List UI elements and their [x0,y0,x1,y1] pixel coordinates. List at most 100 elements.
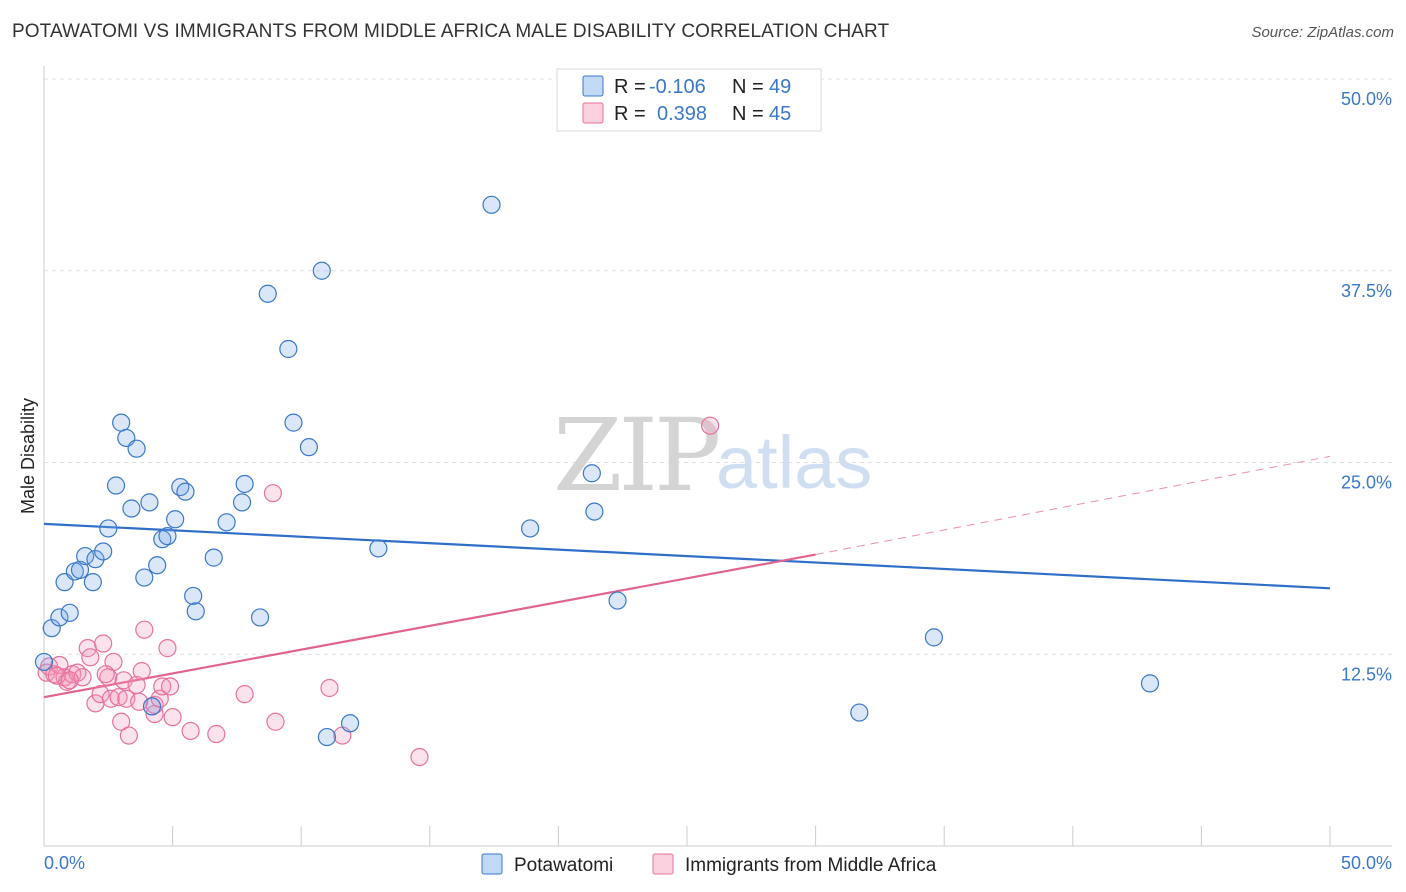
point-middle-africa [101,689,120,708]
source-label: Source: ZipAtlas.com [1251,24,1394,41]
point-potawatomi [112,413,131,432]
legend-r-label-blue: R = [614,76,646,98]
point-potawatomi [122,499,141,518]
point-middle-africa [163,708,182,727]
point-potawatomi [140,493,159,512]
point-middle-africa [119,726,138,745]
point-potawatomi [369,539,388,558]
point-middle-africa [81,648,100,667]
watermark-atlas: atlas [716,421,872,504]
trend-line-middle-africa [43,553,816,699]
point-middle-africa [91,685,110,704]
legend-r-label-pink: R = [614,103,646,125]
point-potawatomi [186,602,205,621]
point-potawatomi [94,542,113,561]
point-potawatomi [317,727,337,747]
point-potawatomi [127,439,146,458]
legend-n-label-pink: N = [732,103,764,125]
y-tick-labels: 12.5% 25.0% 37.5% 50.0% [1341,89,1392,684]
y-axis-label: Male Disability [18,398,38,514]
point-potawatomi [284,413,303,432]
axes [43,66,1392,847]
point-potawatomi [106,476,126,495]
point-potawatomi [258,284,277,303]
point-potawatomi [521,519,540,538]
trend-line-potawatomi [43,522,1331,590]
point-potawatomi [60,603,79,622]
point-potawatomi [232,493,252,512]
y-tick-label: 12.5% [1341,664,1392,684]
point-potawatomi [608,591,627,610]
point-middle-africa [207,724,226,744]
point-potawatomi [142,697,162,716]
point-middle-africa [701,416,720,435]
point-middle-africa [132,662,151,681]
point-potawatomi [312,261,331,280]
series-legend: Potawatomi Immigrants from Middle Africa [481,853,937,876]
data-points [34,195,1160,767]
point-potawatomi [299,438,319,457]
point-potawatomi [582,464,601,483]
legend-r-value-blue: -0.106 [649,76,706,98]
point-middle-africa [266,712,285,731]
watermark: ZIP atlas [553,397,872,514]
gridlines [44,78,1392,655]
point-potawatomi [34,652,54,672]
point-potawatomi [135,568,154,587]
point-middle-africa [158,639,177,658]
point-middle-africa [60,671,79,690]
point-potawatomi [83,573,102,592]
bottom-legend-swatch-blue [481,853,503,875]
legend-n-value-pink: 45 [769,103,791,125]
point-potawatomi [924,628,944,647]
y-tick-label: 50.0% [1341,89,1392,109]
point-potawatomi [850,703,869,722]
point-potawatomi [158,527,177,546]
legend-box [556,68,822,132]
point-potawatomi [86,550,105,569]
legend-n-value-blue: 49 [769,76,791,98]
point-middle-africa [410,747,429,767]
legend-swatch-pink [582,102,604,124]
point-middle-africa [153,677,172,696]
point-middle-africa [112,712,131,731]
point-potawatomi [217,513,236,532]
x-tick-labels: 0.0% 50.0% [44,853,1392,873]
y-tick-label: 37.5% [1341,281,1392,301]
point-potawatomi [235,474,254,494]
point-potawatomi [204,548,223,567]
point-potawatomi [99,519,118,538]
x-tick-label-max: 50.0% [1341,853,1392,873]
x-tick-label-min: 0.0% [44,853,85,873]
point-middle-africa [94,634,113,653]
point-potawatomi [1140,674,1160,693]
point-potawatomi [166,510,185,529]
point-potawatomi [340,714,360,733]
point-middle-africa [181,721,200,741]
point-potawatomi [76,546,95,566]
point-potawatomi [176,482,195,501]
point-middle-africa [320,678,339,698]
point-middle-africa [263,484,283,503]
chart-title: POTAWATOMI VS IMMIGRANTS FROM MIDDLE AFR… [12,21,890,42]
point-middle-africa [96,665,115,684]
point-potawatomi [148,556,167,575]
point-potawatomi [70,560,90,579]
point-middle-africa [109,688,128,707]
bottom-legend-swatch-pink [652,853,674,875]
y-tick-label: 25.0% [1341,473,1392,493]
point-middle-africa [235,685,254,704]
bottom-legend-label-blue: Potawatomi [514,855,613,876]
point-potawatomi [250,608,270,627]
trend-line-middle-africa-extension [815,455,1331,556]
correlation-legend: R = -0.106 N = 49 R = 0.398 N = 45 [556,68,822,132]
point-middle-africa [160,677,180,696]
point-middle-africa [135,620,154,639]
point-potawatomi [50,608,69,627]
legend-r-value-pink: 0.398 [657,103,707,125]
legend-swatch-blue [582,75,604,97]
watermark-zip: ZIP [553,397,718,514]
point-potawatomi [153,530,172,549]
point-potawatomi [279,339,298,359]
